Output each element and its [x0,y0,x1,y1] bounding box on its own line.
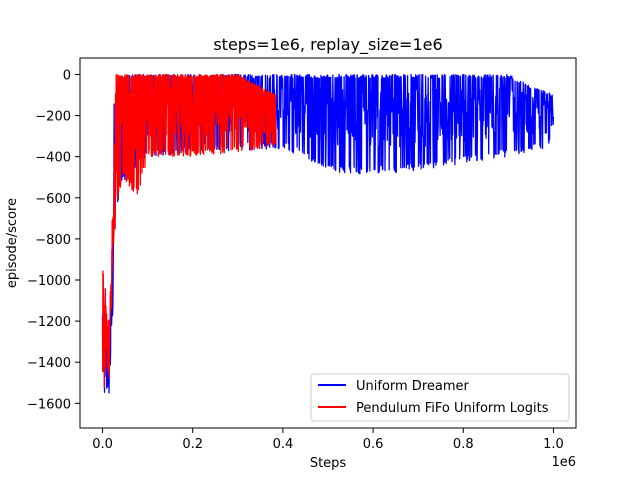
x-axis-label: Steps [310,456,347,471]
x-tick-label: 0.0 [92,437,113,452]
series-line-pendulum-fifo [101,73,277,388]
x-tick-label: 0.2 [182,437,203,452]
plot-lines [101,73,555,394]
legend-label-uniform-dreamer: Uniform Dreamer [356,379,470,394]
x-tick-label: 1.0 [543,437,564,452]
x-offset-text: 1e6 [551,455,576,470]
y-tick-label: −1600 [27,397,71,412]
y-tick-label: −400 [35,151,71,166]
legend-label-pendulum-fifo: Pendulum FiFo Uniform Logits [356,401,549,416]
legend-box [310,373,570,422]
y-tick-label: −1000 [27,274,71,289]
x-tick-label: 0.6 [363,437,384,452]
plot-frame [79,57,577,429]
y-tick-label: −800 [35,233,71,248]
y-tick-label: −1200 [27,315,71,330]
legend: Uniform Dreamer Pendulum FiFo Uniform Lo… [310,373,570,422]
y-tick-label: 0 [63,68,71,83]
x-tick-label: 0.8 [453,437,474,452]
y-tick-label: −200 [35,110,71,125]
y-tick-label: −1400 [27,356,71,371]
y-axis-label: episode/score [5,198,20,288]
chart-title: steps=1e6, replay_size=1e6 [213,35,442,55]
x-axis: 0.0 0.2 0.4 0.6 0.8 1.0 [92,428,564,452]
y-tick-label: −600 [35,192,71,207]
y-axis: 0 −200 −400 −600 −800 −1000 −1200 −1400 −1600 [27,68,80,412]
x-tick-label: 0.4 [273,437,294,452]
